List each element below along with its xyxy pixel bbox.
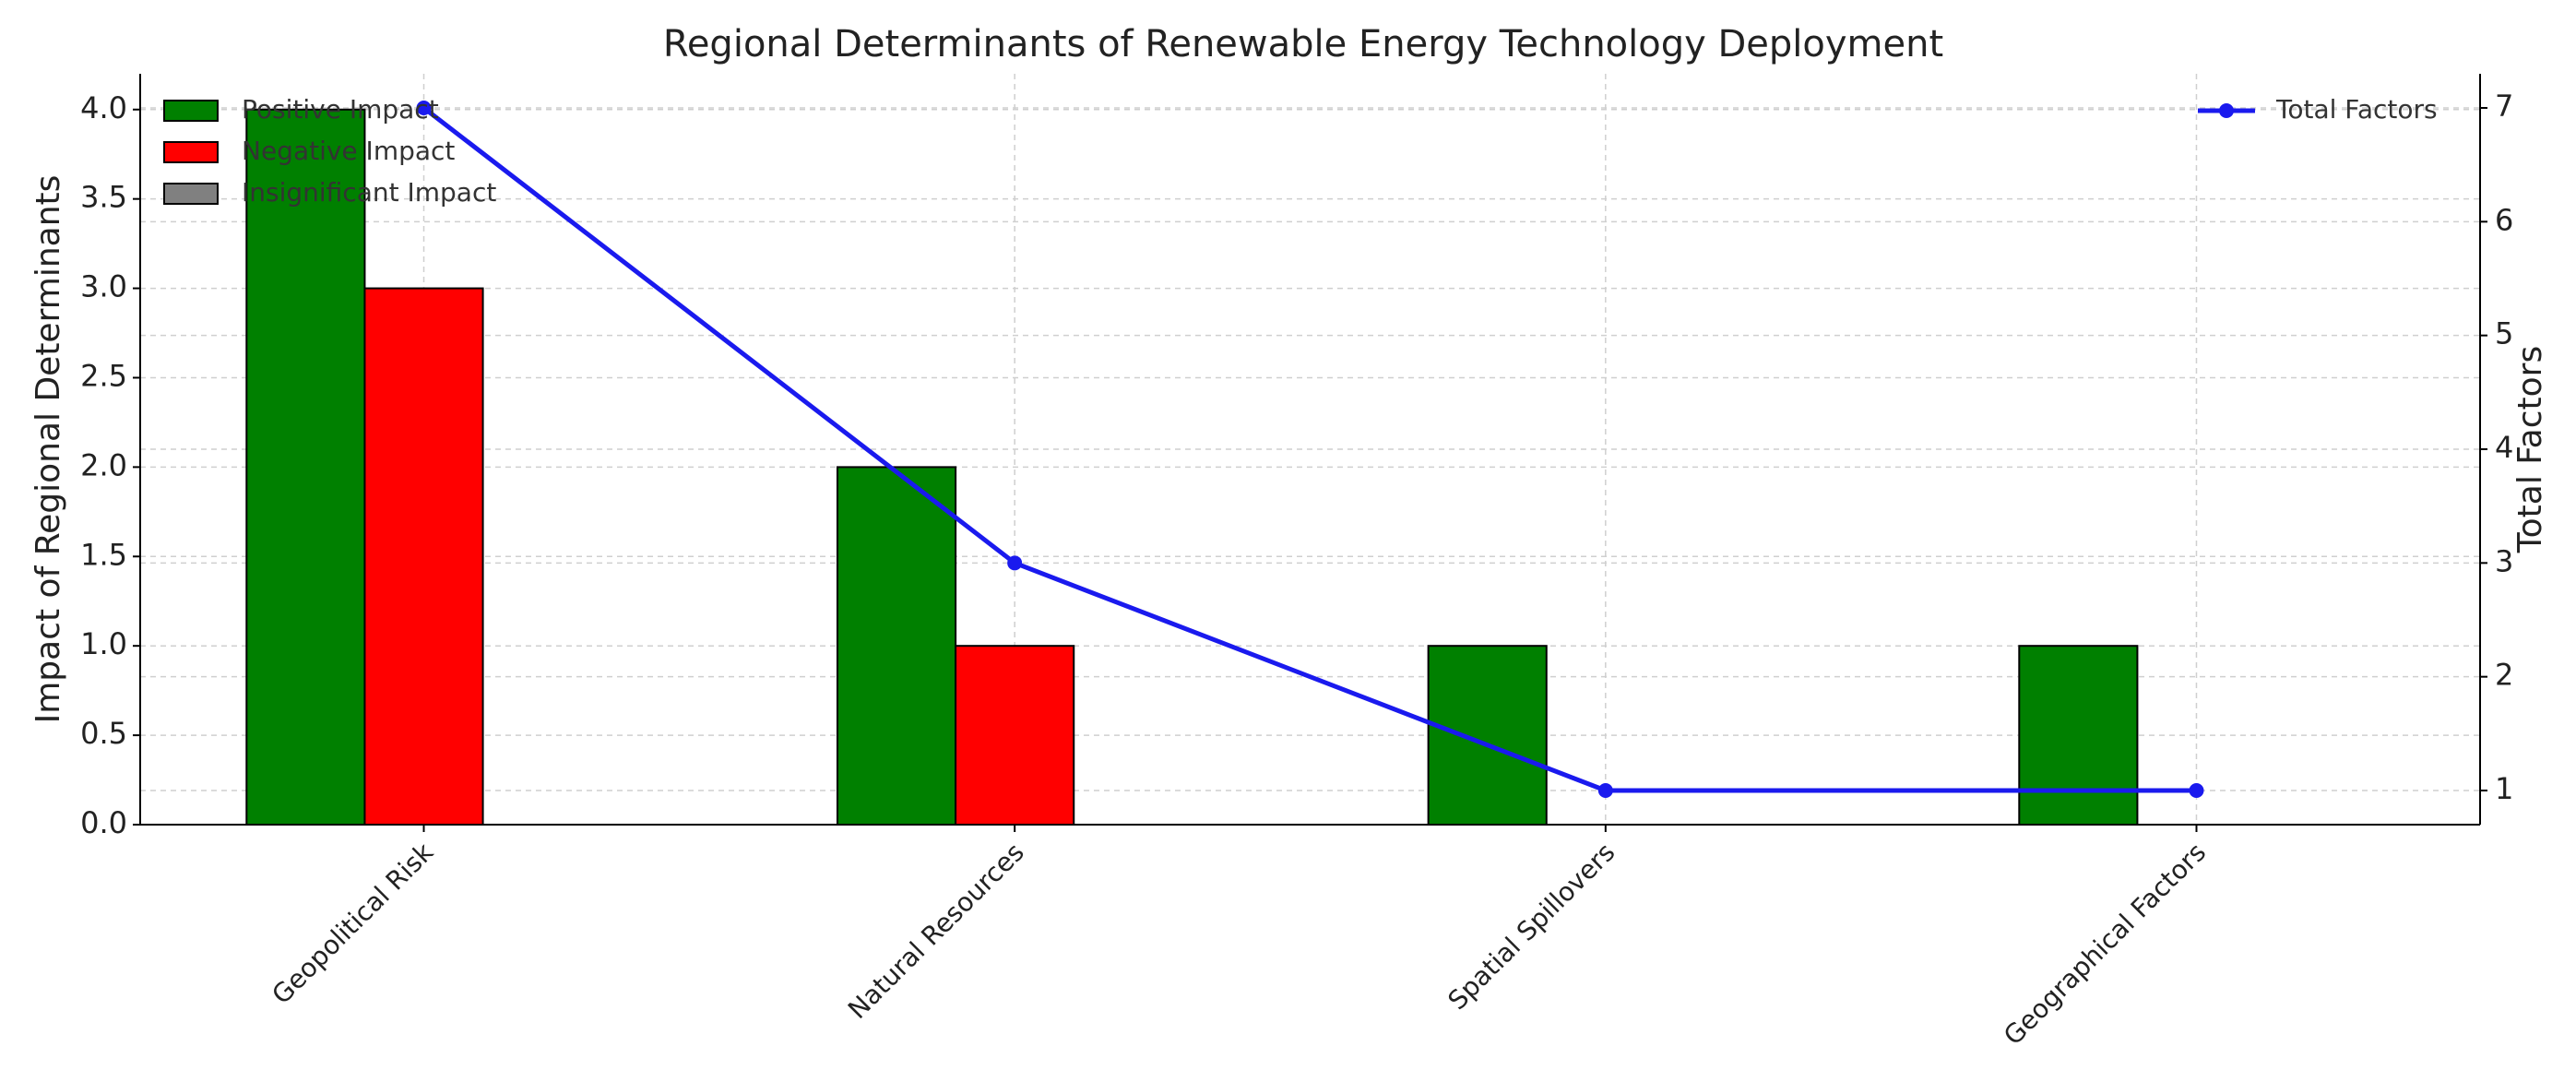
x-tick-label: Geographical Factors bbox=[1998, 837, 2212, 1051]
x-tick-label: Spatial Spillovers bbox=[1442, 837, 1621, 1016]
line-marker bbox=[1597, 783, 1613, 798]
bar bbox=[955, 645, 1075, 826]
y-tick-label: 2.0 bbox=[80, 447, 127, 482]
chart-title: Regional Determinants of Renewable Energ… bbox=[663, 23, 1943, 65]
legend-swatch bbox=[163, 183, 219, 205]
line-marker bbox=[1007, 555, 1023, 571]
x-tick-label: Natural Resources bbox=[842, 837, 1030, 1025]
line bbox=[421, 106, 2197, 793]
y2-tick-label: 3 bbox=[2495, 543, 2513, 578]
y2-tick-label: 6 bbox=[2495, 202, 2513, 237]
y-tick-label: 3.0 bbox=[80, 269, 127, 304]
y2-tick-label: 4 bbox=[2495, 430, 2513, 465]
bar bbox=[363, 287, 484, 826]
bar bbox=[2018, 645, 2139, 826]
y-axis-label: Impact of Regional Determinants bbox=[30, 175, 67, 724]
legend-label: Positive Impact bbox=[242, 94, 439, 125]
legend-label: Total Factors bbox=[2275, 94, 2438, 125]
legend-label: Negative Impact bbox=[242, 136, 455, 166]
line-marker bbox=[416, 101, 432, 115]
y2-tick-label: 2 bbox=[2495, 658, 2513, 693]
y-tick-label: 2.5 bbox=[80, 358, 127, 393]
legend-label: Insignificant Impact bbox=[242, 177, 496, 208]
y-tick-label: 0.5 bbox=[80, 716, 127, 751]
y-tick-label: 1.5 bbox=[80, 537, 127, 572]
legend-swatch bbox=[163, 100, 219, 122]
y-tick-label: 1.0 bbox=[80, 626, 127, 661]
bar bbox=[836, 466, 957, 826]
y2-tick-label: 7 bbox=[2495, 89, 2513, 124]
y-tick-label: 4.0 bbox=[80, 90, 127, 125]
legend-marker bbox=[2219, 103, 2234, 118]
legend-swatch bbox=[163, 141, 219, 163]
y2-tick-label: 1 bbox=[2495, 771, 2513, 806]
y-tick-label: 3.5 bbox=[80, 180, 127, 215]
bar bbox=[245, 108, 366, 826]
y2-axis-label: Total Factors bbox=[2511, 346, 2549, 553]
y2-tick-label: 5 bbox=[2495, 316, 2513, 351]
x-tick-label: Geopolitical Risk bbox=[266, 837, 439, 1010]
line-marker bbox=[2189, 783, 2204, 798]
bar bbox=[1427, 645, 1548, 826]
y-tick-label: 0.0 bbox=[80, 805, 127, 840]
